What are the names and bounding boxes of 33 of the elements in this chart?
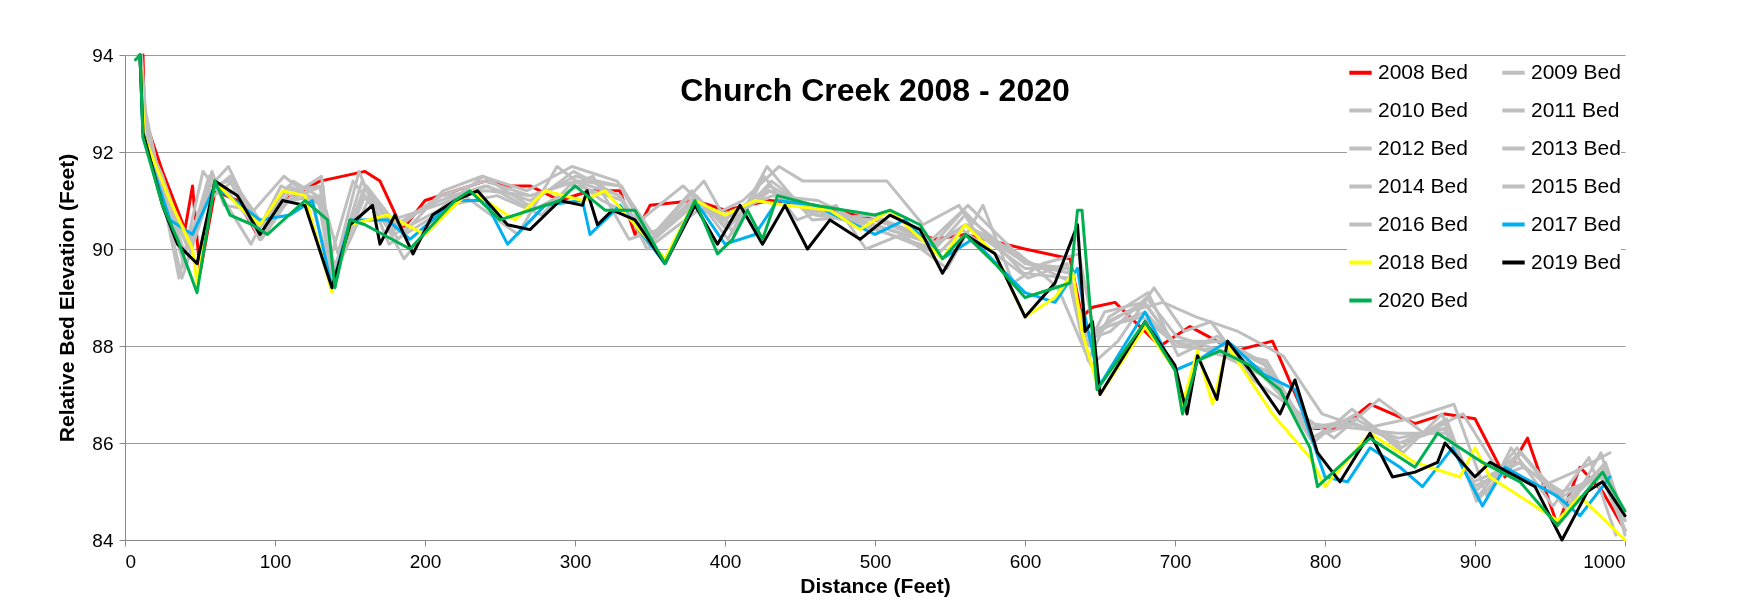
legend-label: 2008 Bed [1378, 59, 1468, 83]
y-tick-label: 84 [92, 529, 114, 551]
y-tick-label: 90 [92, 238, 114, 260]
legend-label: 2009 Bed [1531, 59, 1621, 83]
x-axis-title: Distance (Feet) [800, 573, 951, 597]
legend-label: 2010 Bed [1378, 97, 1468, 121]
legend-label: 2019 Bed [1531, 249, 1621, 273]
x-tick-label: 200 [409, 550, 442, 572]
y-tick-label: 92 [92, 141, 114, 163]
y-tick-label: 88 [92, 335, 114, 357]
x-tick-label: 800 [1309, 550, 1342, 572]
legend-label: 2016 Bed [1378, 211, 1468, 235]
x-tick-label: 600 [1009, 550, 1042, 572]
x-tick-label: 900 [1459, 550, 1492, 572]
legend-label: 2012 Bed [1378, 135, 1468, 159]
legend-label: 2013 Bed [1531, 135, 1621, 159]
legend-label: 2011 Bed [1531, 97, 1620, 121]
x-tick-label: 400 [709, 550, 742, 572]
legend-label: 2020 Bed [1378, 287, 1468, 311]
text: Church Creek 2008 - 2020 [680, 72, 1070, 108]
y-tick-label: 86 [92, 432, 114, 454]
x-tick-label: 500 [859, 550, 892, 572]
legend-label: 2015 Bed [1531, 173, 1621, 197]
y-tick-label: 94 [92, 44, 114, 66]
legend-label: 2014 Bed [1378, 173, 1468, 197]
legend-label: 2017 Bed [1531, 211, 1621, 235]
x-tick-label: 0 [125, 550, 137, 572]
y-axis-title: Relative Bed Elevation (Feet) [55, 153, 79, 443]
legend-label: 2018 Bed [1378, 249, 1468, 273]
x-tick-label: 100 [259, 550, 292, 572]
x-tick-label: 700 [1159, 550, 1192, 572]
x-tick-label: 1000 [1583, 550, 1626, 572]
x-tick-label: 300 [559, 550, 592, 572]
